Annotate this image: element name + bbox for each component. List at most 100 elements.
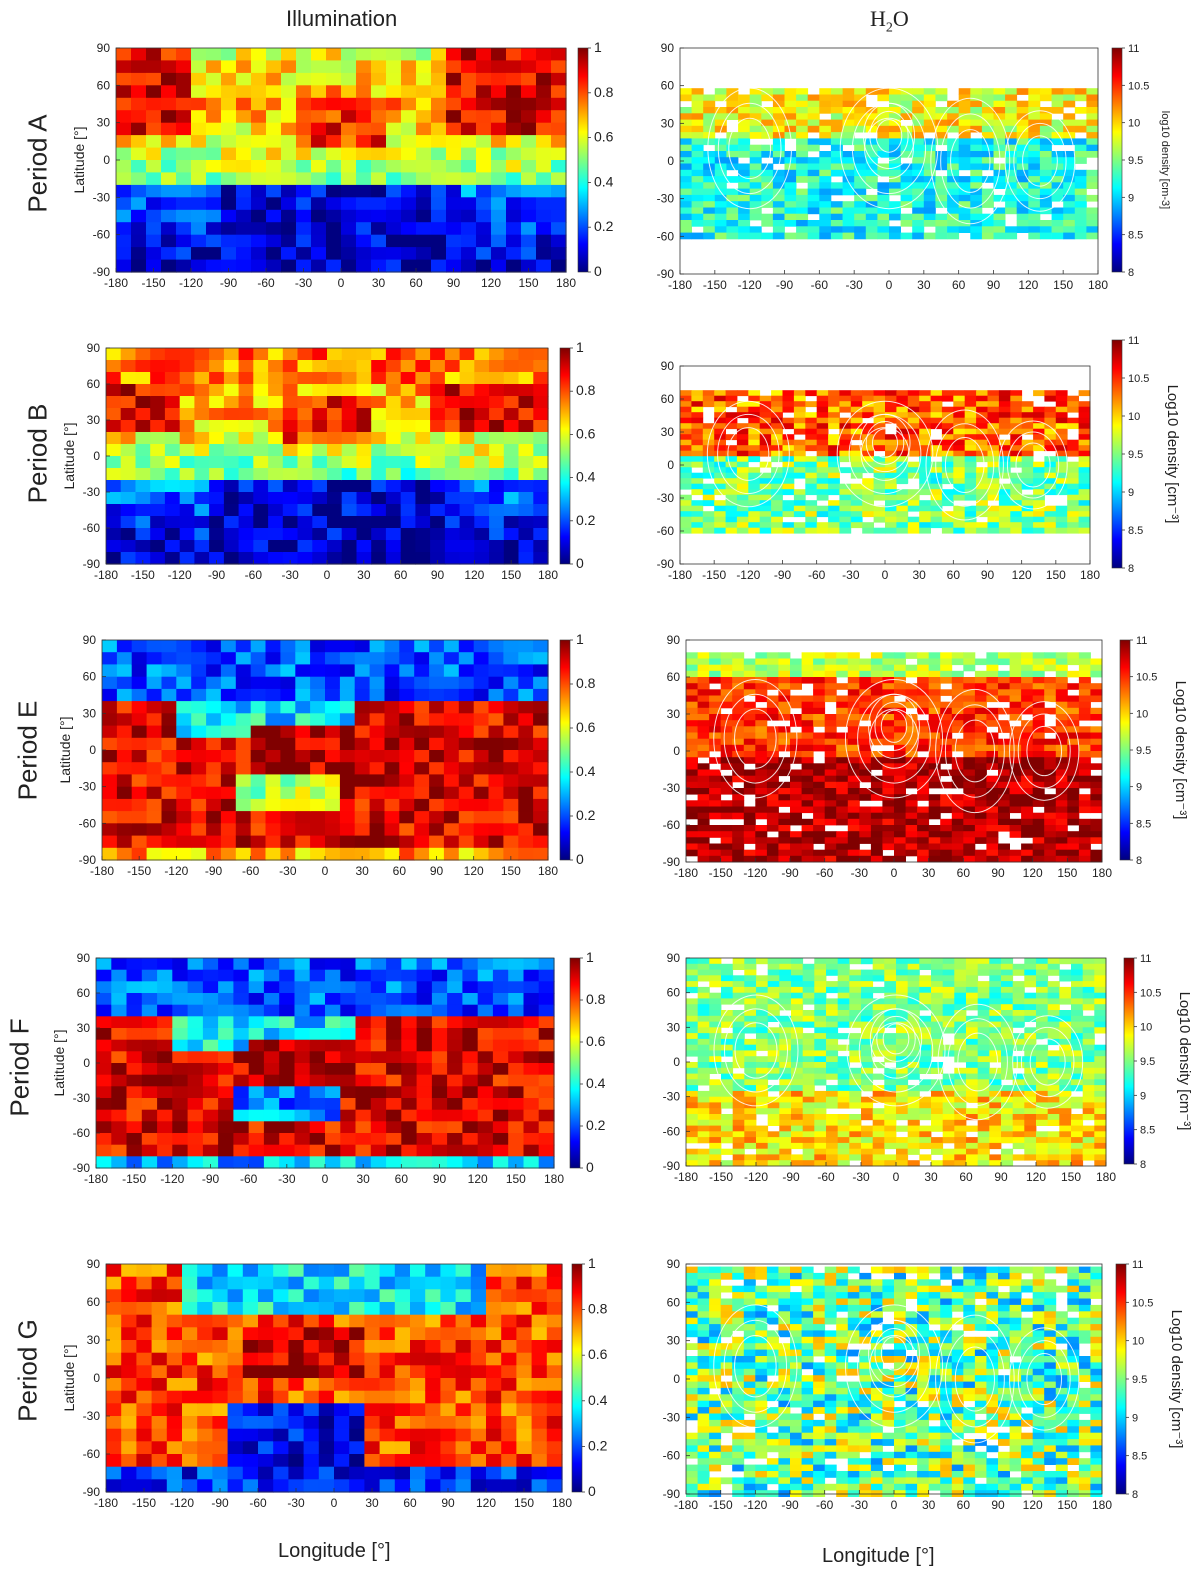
heatmap-cell (221, 172, 237, 186)
density-cell (1067, 732, 1080, 740)
y-axis-label: Latitude [°] (57, 716, 73, 783)
density-cell (862, 478, 874, 485)
heatmap-cell (341, 420, 357, 433)
heatmap-cell (248, 969, 265, 982)
heatmap-cell (506, 209, 522, 223)
density-cell (896, 434, 909, 441)
density-cell (836, 849, 849, 857)
density-cell (748, 423, 761, 430)
density-cell (998, 456, 1011, 463)
heatmap-cell (266, 184, 282, 198)
heatmap-cell (106, 384, 122, 397)
heatmap-cell (491, 259, 507, 273)
density-cell (743, 664, 756, 672)
density-cell (1055, 677, 1068, 684)
density-cell (686, 775, 698, 783)
density-cell (772, 132, 785, 139)
density-cell (1051, 125, 1064, 133)
heatmap-cell (459, 420, 475, 433)
density-cell (870, 726, 883, 733)
density-cell (726, 194, 739, 202)
density-cell (691, 201, 704, 208)
density-cell (793, 428, 806, 435)
heatmap-cell (384, 676, 400, 690)
density-cell (885, 456, 897, 463)
x-tick-label: 60 (409, 276, 423, 290)
heatmap-cell (116, 209, 132, 223)
density-cell (726, 151, 739, 158)
density-cell (816, 439, 829, 446)
density-cell (877, 88, 890, 95)
heatmap-cell (263, 1028, 280, 1041)
heatmap-cell (251, 259, 267, 273)
heatmap-cell (354, 652, 371, 665)
density-cell (816, 417, 829, 424)
density-cell (930, 417, 943, 424)
density-cell (836, 806, 849, 814)
density-cell (709, 670, 722, 678)
heatmap-cell (172, 981, 189, 994)
heatmap-cell (327, 384, 343, 397)
density-cell (1016, 176, 1029, 183)
density-cell (928, 701, 941, 709)
heatmap-cell (161, 135, 177, 149)
heatmap-cell (209, 528, 225, 541)
density-cell (805, 461, 818, 468)
density-cell (813, 714, 826, 721)
heatmap-cell (248, 1098, 265, 1111)
heatmap-cell (297, 528, 313, 541)
heatmap-cell (187, 1144, 204, 1157)
heatmap-cell (223, 408, 240, 421)
density-cell (850, 445, 863, 452)
density-cell (847, 763, 860, 770)
density-cell (738, 163, 751, 171)
x-tick-label: -90 (774, 568, 792, 582)
density-cell (680, 527, 692, 534)
density-cell (836, 769, 849, 777)
density-cell (691, 401, 704, 408)
heatmap-cell (209, 408, 225, 421)
heatmap-cell (131, 713, 148, 727)
heatmap-cell (106, 372, 122, 385)
density-cell (1021, 456, 1034, 463)
heatmap-cell (399, 737, 415, 751)
heatmap-cell (327, 444, 343, 457)
density-cell (951, 695, 964, 703)
density-cell (859, 658, 872, 666)
density-cell (1005, 94, 1018, 102)
density-cell (828, 417, 840, 424)
density-cell (836, 855, 849, 863)
density-cell (807, 163, 820, 171)
density-cell (686, 849, 698, 857)
density-cell (1090, 763, 1103, 770)
density-cell (1044, 505, 1057, 512)
heatmap-cell (503, 396, 520, 409)
heatmap-cell (206, 725, 222, 739)
density-cell (859, 744, 872, 752)
heatmap-cell (161, 640, 177, 653)
density-cell (1078, 714, 1091, 721)
density-cell (919, 423, 931, 430)
heatmap-cell (248, 1121, 265, 1134)
heatmap-cell (385, 492, 402, 505)
density-cell (759, 395, 772, 402)
heatmap-cell (310, 664, 326, 678)
density-cell (1021, 406, 1034, 413)
density-cell (896, 494, 909, 501)
density-cell (1055, 800, 1068, 807)
density-cell (748, 505, 761, 512)
density-cell (885, 417, 897, 424)
heatmap-cell (111, 1144, 128, 1157)
heatmap-cell (279, 1063, 296, 1076)
density-cell (1021, 522, 1034, 529)
density-cell (709, 695, 722, 703)
heatmap-cell (131, 72, 147, 86)
x-tick-label: 180 (1092, 866, 1112, 880)
heatmap-cell (551, 184, 567, 198)
density-cell (987, 478, 1000, 485)
density-cell (709, 738, 722, 746)
heatmap-cell (265, 774, 281, 788)
density-cell (842, 213, 855, 221)
density-cell (686, 732, 698, 740)
density-cell (930, 478, 943, 485)
